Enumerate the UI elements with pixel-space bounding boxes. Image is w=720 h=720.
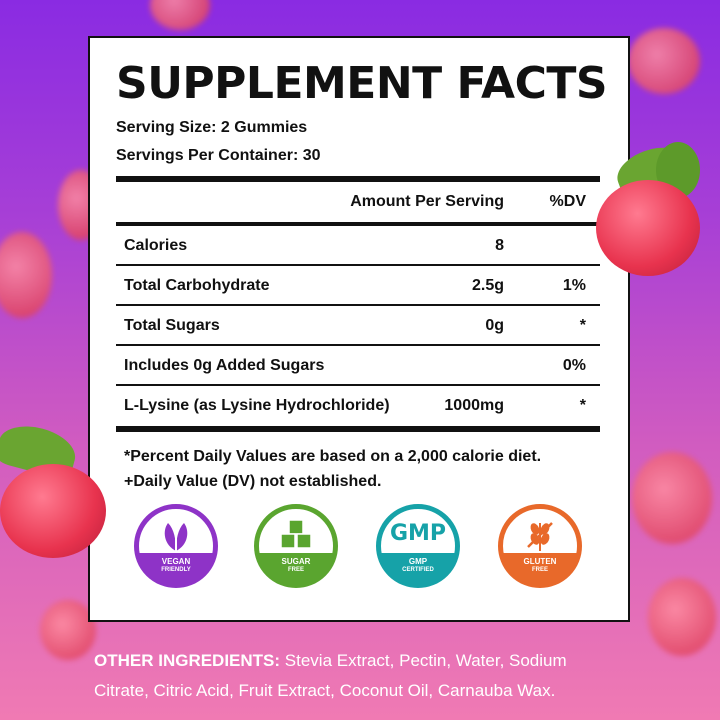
supplement-facts-panel: SUPPLEMENT FACTS Serving Size: 2 Gummies…	[88, 36, 630, 622]
raspberry-icon	[648, 578, 716, 656]
thick-divider	[116, 176, 600, 182]
divider	[116, 222, 600, 226]
leaf-icon	[164, 523, 188, 551]
row-amount: 2.5g	[471, 277, 504, 294]
table-row: Includes 0g Added Sugars 0%	[116, 346, 600, 384]
raspberry-icon	[40, 600, 96, 660]
other-ingredients-line2: Citrate, Citric Acid, Fruit Extract, Coc…	[94, 681, 556, 700]
badge-band: VEGAN FRIENDLY	[139, 553, 213, 583]
row-dv: *	[579, 397, 586, 414]
other-ingredients-line1: Stevia Extract, Pectin, Water, Sodium	[280, 651, 567, 670]
other-ingredients: OTHER INGREDIENTS: Stevia Extract, Pecti…	[94, 646, 654, 706]
row-label: Total Sugars	[124, 317, 220, 334]
table-row: Total Sugars 0g *	[116, 306, 600, 344]
badge-line2: FRIENDLY	[161, 567, 191, 573]
badge-band: SUGAR FREE	[259, 553, 333, 583]
row-amount: 8	[495, 237, 504, 254]
row-label: Total Carbohydrate	[124, 277, 270, 294]
table-header: Amount Per Serving %DV	[116, 182, 600, 222]
row-label: Includes 0g Added Sugars	[124, 357, 325, 374]
badge-line1: VEGAN	[161, 557, 191, 566]
divider	[116, 304, 600, 306]
sugar-free-badge: SUGAR FREE	[254, 504, 338, 588]
servings-per-container: Servings Per Container: 30	[116, 147, 321, 164]
row-label: L-Lysine (as Lysine Hydrochloride)	[124, 397, 390, 414]
raspberry-icon	[0, 418, 112, 558]
other-ingredients-label: OTHER INGREDIENTS:	[94, 651, 281, 670]
raspberry-icon	[628, 28, 700, 94]
gmp-icon: GMP	[389, 521, 447, 546]
raspberry-icon	[0, 232, 52, 318]
table-row: Calories 8	[116, 226, 600, 264]
sugar-cubes-icon	[280, 519, 312, 549]
divider	[116, 344, 600, 346]
footnote-not-established: +Daily Value (DV) not established.	[124, 473, 382, 490]
badge-line1: GMP	[408, 557, 428, 566]
vegan-friendly-badge: VEGAN FRIENDLY	[134, 504, 218, 588]
divider	[116, 264, 600, 266]
raspberry-icon	[632, 452, 712, 544]
badge-band: GLUTEN FREE	[503, 553, 577, 583]
serving-size: Serving Size: 2 Gummies	[116, 119, 308, 136]
amount-header: Amount Per Serving	[350, 193, 504, 210]
footnote-dv: *Percent Daily Values are based on a 2,0…	[124, 448, 542, 465]
badge-band: GMP CERTIFIED	[381, 553, 455, 583]
badge-line1: GLUTEN	[523, 557, 557, 566]
badge-line2: CERTIFIED	[402, 567, 434, 573]
badge-line2: FREE	[287, 567, 304, 573]
row-dv: *	[579, 317, 586, 334]
wheat-icon	[527, 522, 553, 551]
badge-line1: SUGAR	[281, 557, 311, 566]
thick-divider	[116, 426, 600, 432]
table-row: Total Carbohydrate 2.5g 1%	[116, 266, 600, 304]
panel-title: SUPPLEMENT FACTS	[116, 58, 608, 109]
badge-line2: FREE	[531, 567, 548, 573]
dv-header: %DV	[549, 193, 586, 210]
row-dv: 1%	[562, 277, 586, 294]
row-label: Calories	[124, 237, 188, 254]
gmp-certified-badge: GMP GMP CERTIFIED	[376, 504, 460, 588]
row-amount: 1000mg	[444, 397, 504, 414]
raspberry-icon	[150, 0, 210, 30]
gluten-free-badge: GLUTEN FREE	[498, 504, 582, 588]
row-dv: 0%	[562, 357, 586, 374]
raspberry-icon	[596, 139, 706, 280]
table-row: L-Lysine (as Lysine Hydrochloride) 1000m…	[116, 386, 600, 424]
footnotes: *Percent Daily Values are based on a 2,0…	[124, 432, 600, 494]
divider	[116, 384, 600, 386]
row-amount: 0g	[485, 317, 504, 334]
